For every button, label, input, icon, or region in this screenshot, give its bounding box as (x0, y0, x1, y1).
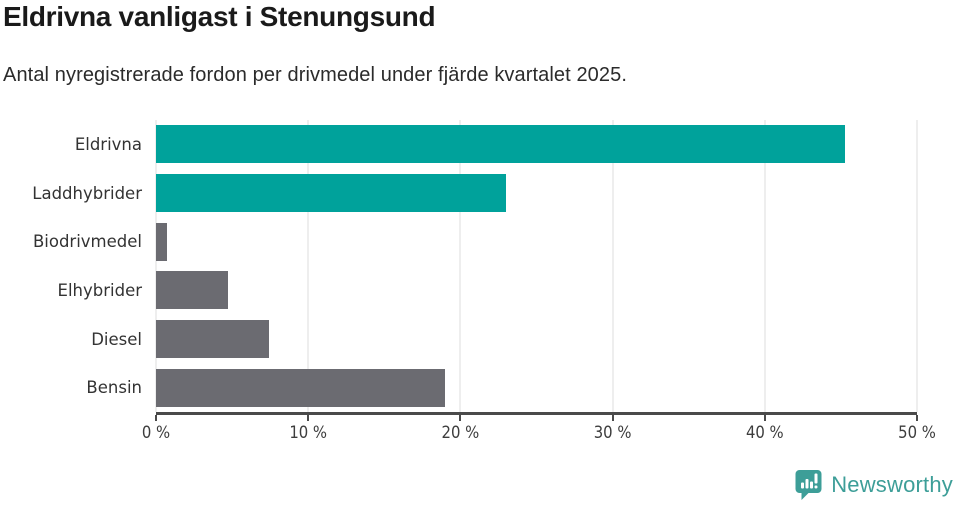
x-axis-labels: 0 % 10 % 20 % 30 % 40 % 50 % (142, 423, 936, 447)
x-tick (916, 414, 918, 421)
chart-rows: Eldrivna Laddhybrider Biodrivmedel Elhybrid… (0, 120, 960, 412)
newsworthy-bubble-chart-icon (795, 470, 822, 500)
x-tick-label: 0 % (141, 423, 171, 442)
gridline (307, 120, 309, 412)
bar (156, 320, 269, 359)
bar-row: Eldrivna (0, 120, 960, 169)
bar (156, 368, 446, 407)
newsworthy-wordmark: Newsworthy (831, 472, 953, 497)
bar-track (156, 174, 917, 212)
bar (156, 125, 846, 164)
bar-row: Bensin (0, 363, 960, 412)
bar (156, 271, 228, 310)
bar (156, 222, 167, 261)
x-tick-label: 50 % (898, 423, 936, 442)
x-tick-label: 20 % (441, 423, 480, 442)
chart-subtitle: Antal nyregistrerade fordon per drivmede… (3, 64, 628, 86)
x-tick (611, 414, 614, 421)
bar-track (156, 125, 917, 164)
gridline (612, 120, 614, 412)
category-label: Diesel (91, 329, 142, 349)
gridlines (155, 120, 918, 412)
bar-chart: Eldrivna Laddhybrider Biodrivmedel Elhybrid… (0, 120, 960, 455)
category-label: Laddhybrider (32, 183, 142, 203)
x-tick (155, 414, 157, 421)
x-tick (459, 414, 462, 421)
bar-track (156, 368, 917, 407)
page-title: Eldrivna vanligast i Stenungsund (3, 1, 436, 32)
category-label: Eldrivna (74, 134, 142, 154)
category-label: Elhybrider (57, 280, 142, 300)
x-tick-label: 30 % (593, 423, 632, 442)
x-tick-label: 40 % (745, 423, 784, 442)
x-axis-line (156, 412, 917, 415)
bar-row: Laddhybrider (0, 169, 960, 218)
bar (156, 174, 507, 212)
bar-row: Elhybrider (0, 266, 960, 315)
newsworthy-logo: Newsworthy (794, 469, 953, 501)
gridline (764, 120, 766, 412)
x-axis-ticks (155, 414, 918, 422)
x-tick (307, 414, 310, 421)
gridline (155, 120, 157, 412)
x-tick (763, 414, 766, 421)
bar-row: Diesel (0, 315, 960, 364)
category-label: Biodrivmedel (32, 232, 142, 252)
x-tick-label: 10 % (289, 423, 328, 442)
bar-track (156, 222, 917, 261)
gridline (916, 120, 918, 412)
bar-track (156, 320, 917, 359)
bar-track (156, 271, 917, 310)
category-label: Bensin (86, 378, 142, 398)
gridline (459, 120, 461, 412)
bar-row: Biodrivmedel (0, 217, 960, 266)
